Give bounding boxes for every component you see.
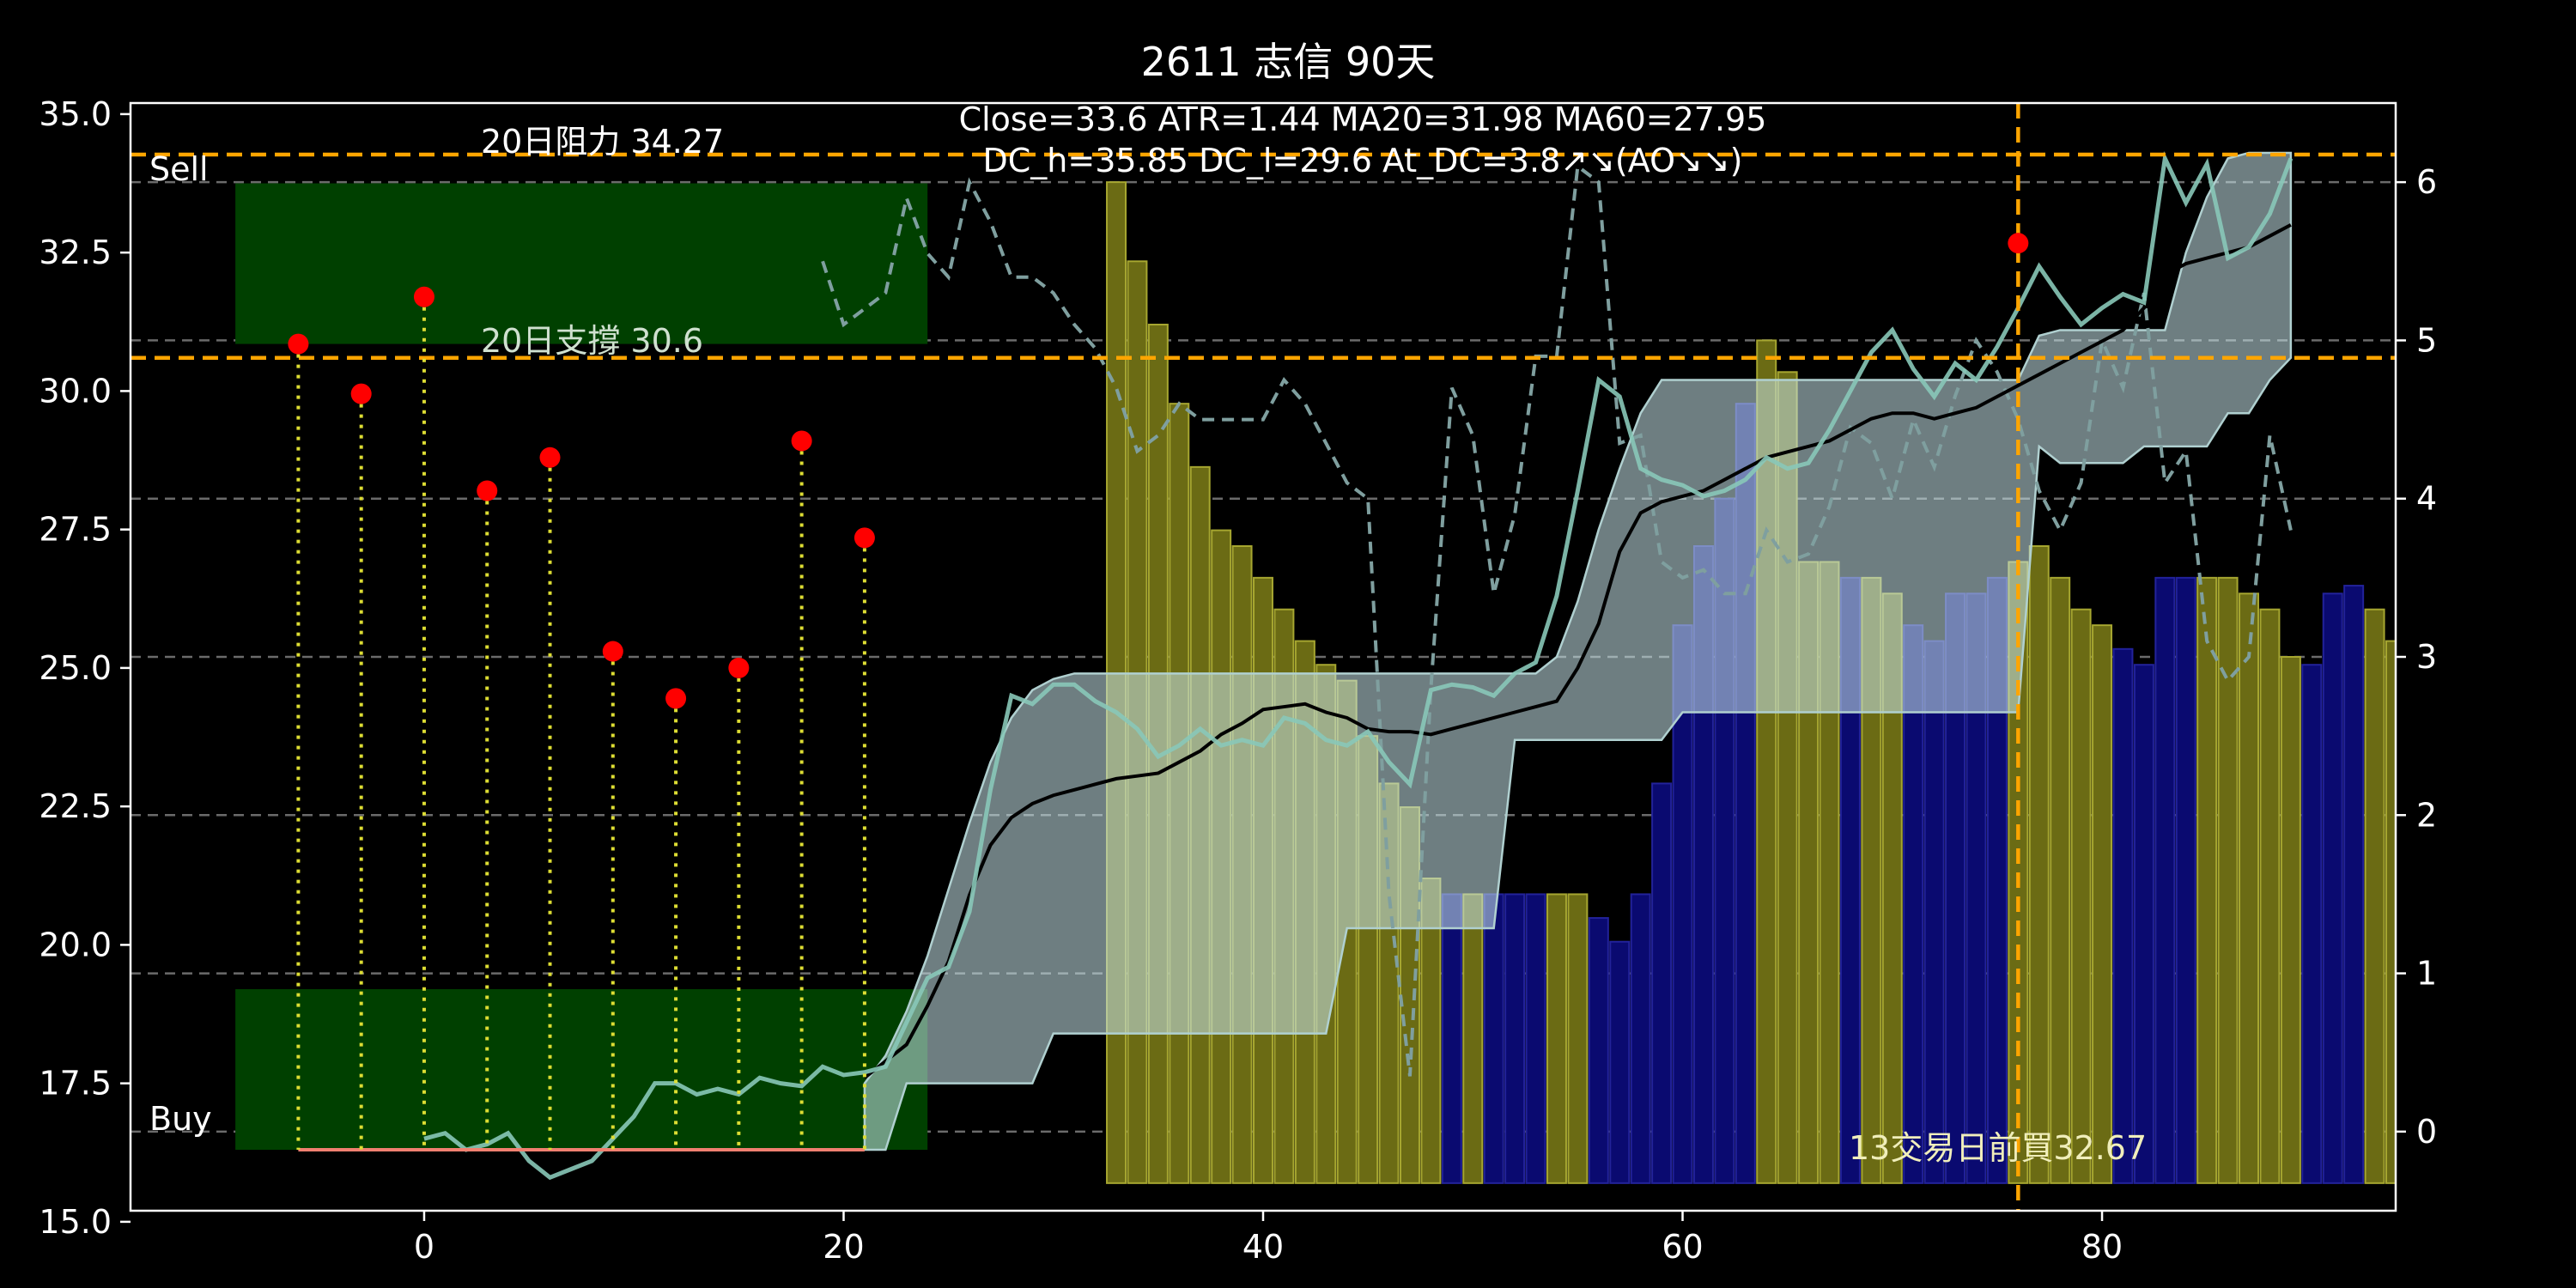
y2-tick-label: 3 — [2416, 638, 2437, 676]
volume-bar — [2301, 664, 2323, 1184]
bollinger-band — [863, 151, 2293, 1151]
ma-line — [863, 223, 2292, 1079]
info-line-1: Close=33.6 ATR=1.44 MA20=31.98 MA60=27.9… — [959, 100, 1767, 138]
volume-bar — [2322, 592, 2343, 1184]
lollipop-point — [854, 527, 875, 549]
lollipop-point — [602, 641, 623, 662]
plot-area — [131, 103, 2396, 1211]
x-tick-label: 80 — [2081, 1228, 2123, 1266]
sell-zone — [235, 183, 928, 344]
buy-marker-point — [2008, 233, 2029, 254]
axes: 0 20 40 60 8015.017.520.022.525.027.530.032.… — [39, 95, 2437, 1266]
y2-tick-label: 6 — [2416, 163, 2437, 201]
resistance-label: 20日阻力 34.27 — [481, 123, 724, 161]
volume-bar — [2154, 576, 2176, 1184]
y2-tick-label: 0 — [2416, 1113, 2437, 1151]
close-line — [423, 150, 2293, 1181]
volume-bar — [2196, 576, 2218, 1184]
y-tick-label: 25.0 — [39, 649, 112, 687]
volume-bar — [2343, 585, 2365, 1184]
volume-bar — [1525, 893, 1546, 1184]
lollipop-point — [413, 286, 434, 307]
volume-bar — [1483, 893, 1504, 1184]
level-lines — [131, 103, 2396, 1211]
y-tick-label: 35.0 — [39, 95, 112, 133]
volume-bar — [2050, 576, 2071, 1184]
volume-bar — [2259, 608, 2281, 1184]
volume-bar — [2239, 592, 2260, 1184]
volume-bar — [2175, 576, 2196, 1184]
lollipop-point — [288, 333, 309, 355]
volume-bar — [1504, 893, 1526, 1184]
volume-bar — [2364, 608, 2385, 1184]
volume-bar — [1567, 893, 1589, 1184]
lollipop-point — [539, 447, 561, 468]
band-fill — [863, 151, 2293, 1151]
volume-bar — [2112, 647, 2134, 1184]
buy-zone — [235, 989, 928, 1151]
lollipop-point — [350, 383, 372, 404]
buy-marker-label: 13交易日前買32.67 — [1849, 1129, 2147, 1167]
volume-bar — [2280, 656, 2301, 1184]
lollipops — [288, 286, 875, 1152]
y-tick-label: 17.5 — [39, 1065, 112, 1103]
y-tick-label: 30.0 — [39, 372, 112, 410]
support-label: 20日支撐 30.6 — [481, 322, 703, 360]
x-tick-label: 20 — [823, 1228, 864, 1266]
chart-title: 2611 志信 90天 — [1141, 39, 1436, 85]
volume-bar — [2070, 608, 2092, 1184]
volume-bar — [1546, 893, 1567, 1184]
y-tick-label: 32.5 — [39, 234, 112, 271]
lollipop-point — [477, 480, 498, 501]
lollipop-point — [665, 688, 687, 709]
volume-bar — [1462, 893, 1484, 1184]
y-tick-label: 15.0 — [39, 1203, 112, 1241]
volume-bar — [2028, 545, 2050, 1184]
y-tick-label: 22.5 — [39, 787, 112, 825]
volume-bar — [1588, 917, 1609, 1184]
y-tick-label: 20.0 — [39, 926, 112, 963]
volume-bar — [1651, 782, 1673, 1184]
y2-tick-label: 1 — [2416, 955, 2437, 993]
x-tick-label: 60 — [1662, 1228, 1703, 1266]
info-line-2: DC_h=35.85 DC_l=29.6 At_DC=3.8↗↘(AO↘↘) — [982, 142, 1742, 179]
volume-bar — [1630, 893, 1651, 1184]
y-tick-label: 27.5 — [39, 511, 112, 549]
y2-tick-label: 2 — [2416, 796, 2437, 834]
x-tick-label: 0 — [414, 1228, 434, 1266]
x-tick-label: 40 — [1242, 1228, 1284, 1266]
zones — [235, 183, 928, 1151]
y2-tick-label: 4 — [2416, 480, 2437, 518]
lollipop-point — [791, 430, 812, 452]
buy-label: Buy — [149, 1100, 212, 1138]
y2-tick-label: 5 — [2416, 321, 2437, 359]
lollipop-point — [728, 657, 750, 678]
volume-bar — [1609, 940, 1631, 1184]
sell-label: Sell — [149, 150, 209, 188]
volume-bar — [1923, 640, 1945, 1184]
volume-bar — [2217, 576, 2239, 1184]
volume-bar — [1441, 893, 1462, 1184]
volume-bar — [2133, 664, 2154, 1184]
volume-bar — [2092, 624, 2113, 1184]
